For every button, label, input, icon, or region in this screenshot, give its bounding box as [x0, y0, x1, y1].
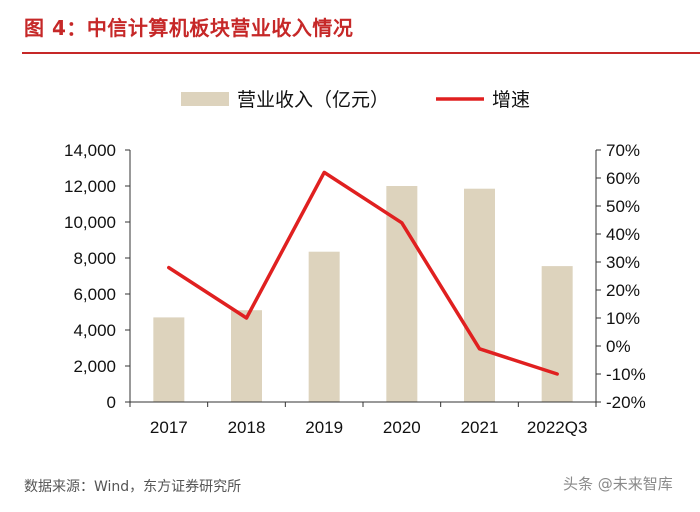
- growth-line-group: [167, 170, 559, 376]
- x-tick-label: 2018: [228, 418, 266, 437]
- left-tick-label: 0: [107, 393, 116, 412]
- tick-labels-group: 0 2,000 4,000 6,000 8,000 10,000 12,000 14,000 -…: [64, 141, 646, 437]
- left-tick-label: 8,000: [73, 249, 116, 268]
- bar-2021: [464, 188, 495, 402]
- legend: 营业收入（亿元） 增速: [181, 89, 530, 111]
- source-note: 数据来源：Wind，东方证券研究所: [24, 479, 242, 495]
- right-tick-label: 10%: [606, 309, 640, 328]
- left-tick-label: 10,000: [64, 213, 116, 232]
- x-tick-label: 2022Q3: [527, 418, 588, 437]
- left-tick-label: 14,000: [64, 141, 116, 160]
- bar-2020: [386, 186, 418, 402]
- right-tick-label: 30%: [606, 253, 640, 272]
- legend-label-revenue: 营业收入（亿元）: [237, 89, 389, 111]
- left-tick-label: 4,000: [73, 321, 116, 340]
- legend-swatch-revenue: [181, 92, 229, 106]
- right-tick-label: 70%: [606, 141, 640, 160]
- right-tick-label: 50%: [606, 197, 640, 216]
- right-tick-label: -10%: [606, 365, 646, 384]
- left-tick-label: 2,000: [73, 357, 116, 376]
- bar-2017: [153, 317, 185, 402]
- right-tick-label: 0%: [606, 337, 631, 356]
- left-tick-label: 12,000: [64, 177, 116, 196]
- chart-title: 图 4：中信计算机板块营业收入情况: [24, 16, 354, 40]
- x-tick-label: 2017: [150, 418, 188, 437]
- x-tick-label: 2020: [383, 418, 421, 437]
- watermark: 头条 @未来智库: [563, 475, 673, 493]
- legend-label-growth: 增速: [492, 89, 530, 111]
- bar-2022q3: [541, 266, 573, 402]
- x-tick-label: 2021: [461, 418, 499, 437]
- right-tick-label: 20%: [606, 281, 640, 300]
- right-tick-label: 40%: [606, 225, 640, 244]
- growth-line: [167, 170, 559, 376]
- left-tick-label: 6,000: [73, 285, 116, 304]
- axes-group: [125, 149, 601, 407]
- title-divider: [22, 52, 700, 54]
- x-tick-label: 2019: [305, 418, 343, 437]
- bar-2018: [231, 310, 262, 402]
- right-tick-label: -20%: [606, 393, 646, 412]
- bars-group: [153, 186, 573, 402]
- bar-2019: [308, 251, 340, 402]
- right-tick-label: 60%: [606, 169, 640, 188]
